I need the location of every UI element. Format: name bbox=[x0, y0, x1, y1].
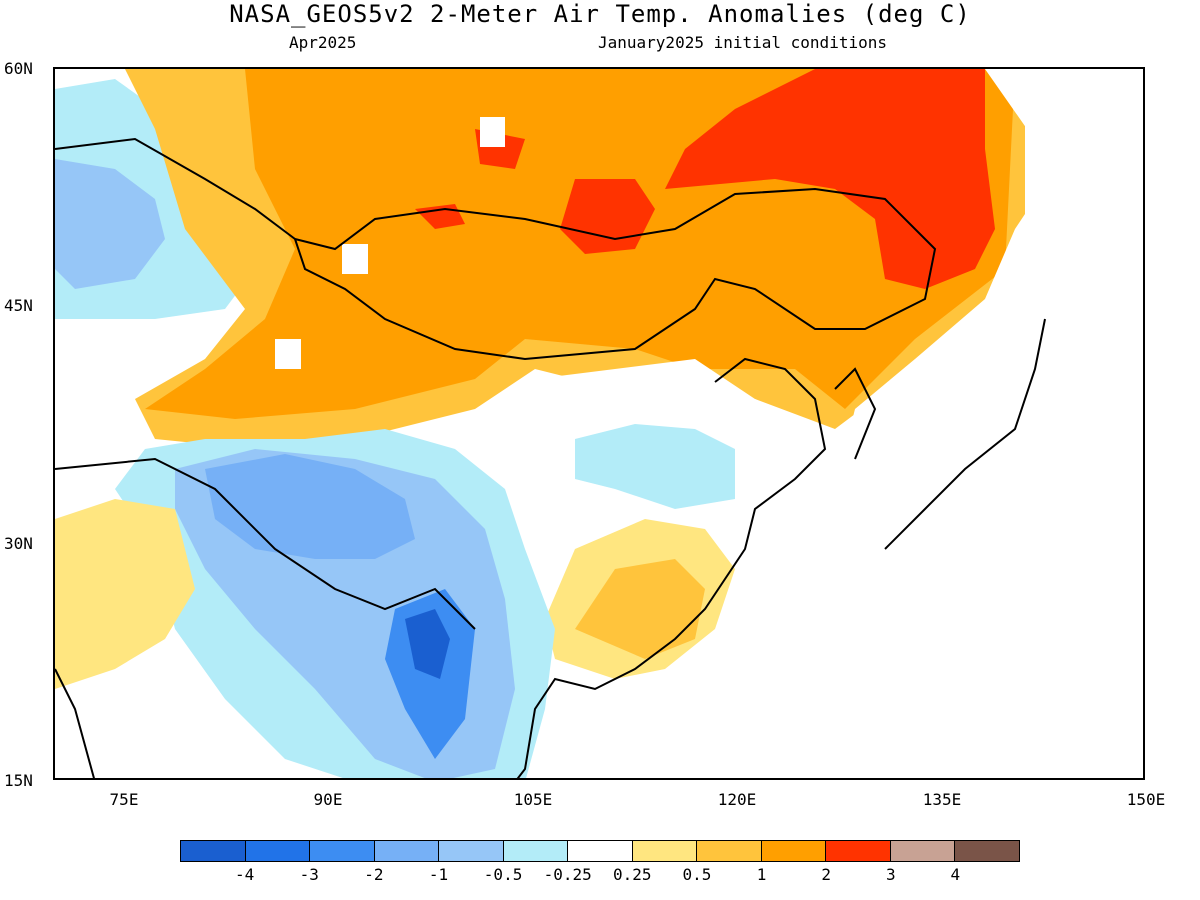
colorbar-swatch bbox=[245, 841, 311, 861]
neutral-patch bbox=[480, 117, 505, 147]
colorbar-swatch bbox=[697, 841, 762, 861]
colorbar-swatch bbox=[503, 841, 569, 861]
anomaly-field bbox=[55, 69, 1143, 778]
hot-region-lake-baikal bbox=[560, 179, 655, 254]
initial-conditions: January2025 initial conditions bbox=[598, 33, 887, 52]
colorbar-swatch bbox=[761, 841, 827, 861]
anomaly-map bbox=[53, 67, 1145, 780]
colorbar-swatch bbox=[890, 841, 956, 861]
colorbar-label: 2 bbox=[821, 865, 831, 884]
lon-label-75e: 75E bbox=[109, 790, 139, 809]
lat-label-60n: 60N bbox=[4, 59, 33, 78]
cool-region-kazakhstan-core bbox=[55, 159, 165, 289]
neutral-patch bbox=[455, 419, 481, 444]
warm-region-south-china-core bbox=[575, 559, 705, 659]
warm-region-india bbox=[55, 499, 195, 689]
forecast-month: Apr2025 bbox=[289, 33, 357, 52]
colorbar-label: -4 bbox=[234, 865, 255, 884]
lon-label-135e: 135E bbox=[922, 790, 962, 809]
colorbar-label: 3 bbox=[885, 865, 896, 884]
colorbar-swatch bbox=[632, 841, 698, 861]
colorbar-label: -2 bbox=[364, 865, 384, 884]
country-borders bbox=[55, 137, 1046, 778]
lon-label-90e: 90E bbox=[313, 790, 343, 809]
lat-label-45n: 45N bbox=[4, 296, 33, 315]
colorbar bbox=[180, 840, 1020, 862]
cool-region-east-china bbox=[575, 424, 735, 509]
neutral-patch bbox=[275, 339, 301, 369]
map-title: NASA_GEOS5v2 2-Meter Air Temp. Anomalies… bbox=[229, 0, 971, 28]
colorbar-label: -3 bbox=[299, 865, 319, 884]
colorbar-swatch bbox=[374, 841, 440, 861]
colorbar-label: 4 bbox=[950, 865, 961, 884]
colorbar-swatch bbox=[568, 841, 633, 861]
colorbar-label: 1 bbox=[756, 865, 767, 884]
colorbar-swatch bbox=[181, 841, 246, 861]
colorbar-label: 0.5 bbox=[682, 865, 712, 884]
neutral-region-east bbox=[835, 69, 1143, 778]
colorbar-swatch bbox=[439, 841, 504, 861]
colorbar-label: -1 bbox=[428, 865, 449, 884]
hot-region-northeast bbox=[665, 69, 995, 289]
lon-label-120e: 120E bbox=[717, 790, 757, 809]
lat-label-15n: 15N bbox=[4, 771, 33, 790]
lon-label-150e: 150E bbox=[1126, 790, 1166, 809]
colorbar-swatch bbox=[310, 841, 375, 861]
colorbar-swatch bbox=[955, 841, 1019, 861]
colorbar-swatch bbox=[826, 841, 891, 861]
colorbar-label: 0.25 bbox=[613, 865, 652, 884]
lon-label-105e: 105E bbox=[513, 790, 553, 809]
neutral-patch bbox=[342, 244, 368, 274]
colorbar-label: -0.5 bbox=[483, 865, 523, 884]
lat-label-30n: 30N bbox=[4, 534, 33, 553]
cold-region-myanmar-core bbox=[405, 609, 450, 679]
colorbar-label: -0.25 bbox=[543, 865, 592, 884]
